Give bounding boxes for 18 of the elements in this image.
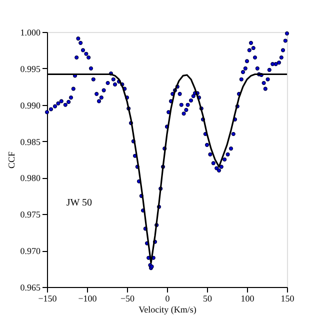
x-tick-label: −100 [78,294,98,304]
y-tick-label: 1.000 [20,28,41,38]
y-tick-label: 0.985 [20,136,41,147]
y-tick-label: 0.990 [20,100,41,110]
y-tick-label: 0.995 [20,64,41,74]
x-axis-title: Velocity (Km/s) [138,304,196,314]
x-tick-label: −50 [120,294,136,304]
y-tick-label: 0.975 [20,210,41,220]
y-tick-label: 0.965 [20,282,41,292]
x-tick-label: 100 [240,294,255,304]
x-tick-label: 50 [203,294,212,304]
y-axis-title: CCF [6,151,16,169]
annotation: JW 50 [66,198,92,209]
x-tick-label: −150 [38,294,58,304]
y-tick-label: 0.980 [20,173,41,184]
x-tick-label: 0 [165,294,170,304]
x-tick-label: 150 [280,294,295,304]
y-tick-label: 0.970 [20,246,41,256]
